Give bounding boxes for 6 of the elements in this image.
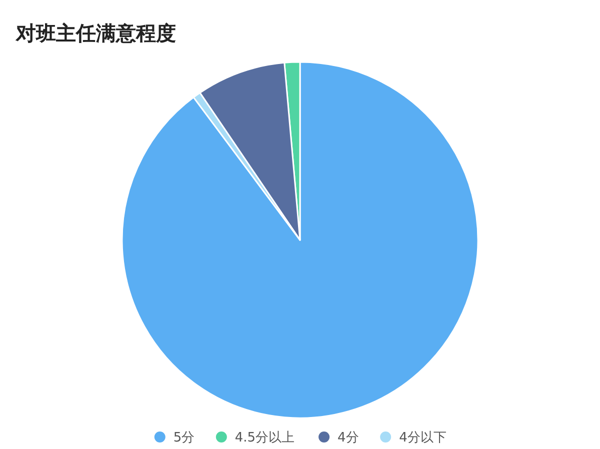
legend-label: 4.5分以上 [234, 430, 295, 446]
legend-label: 4分以下 [399, 430, 446, 446]
chart-title: 对班主任满意程度 [15, 21, 176, 45]
legend-label: 5分 [173, 430, 195, 446]
pie-slice [121, 61, 479, 418]
legend-label: 4分 [338, 430, 359, 446]
